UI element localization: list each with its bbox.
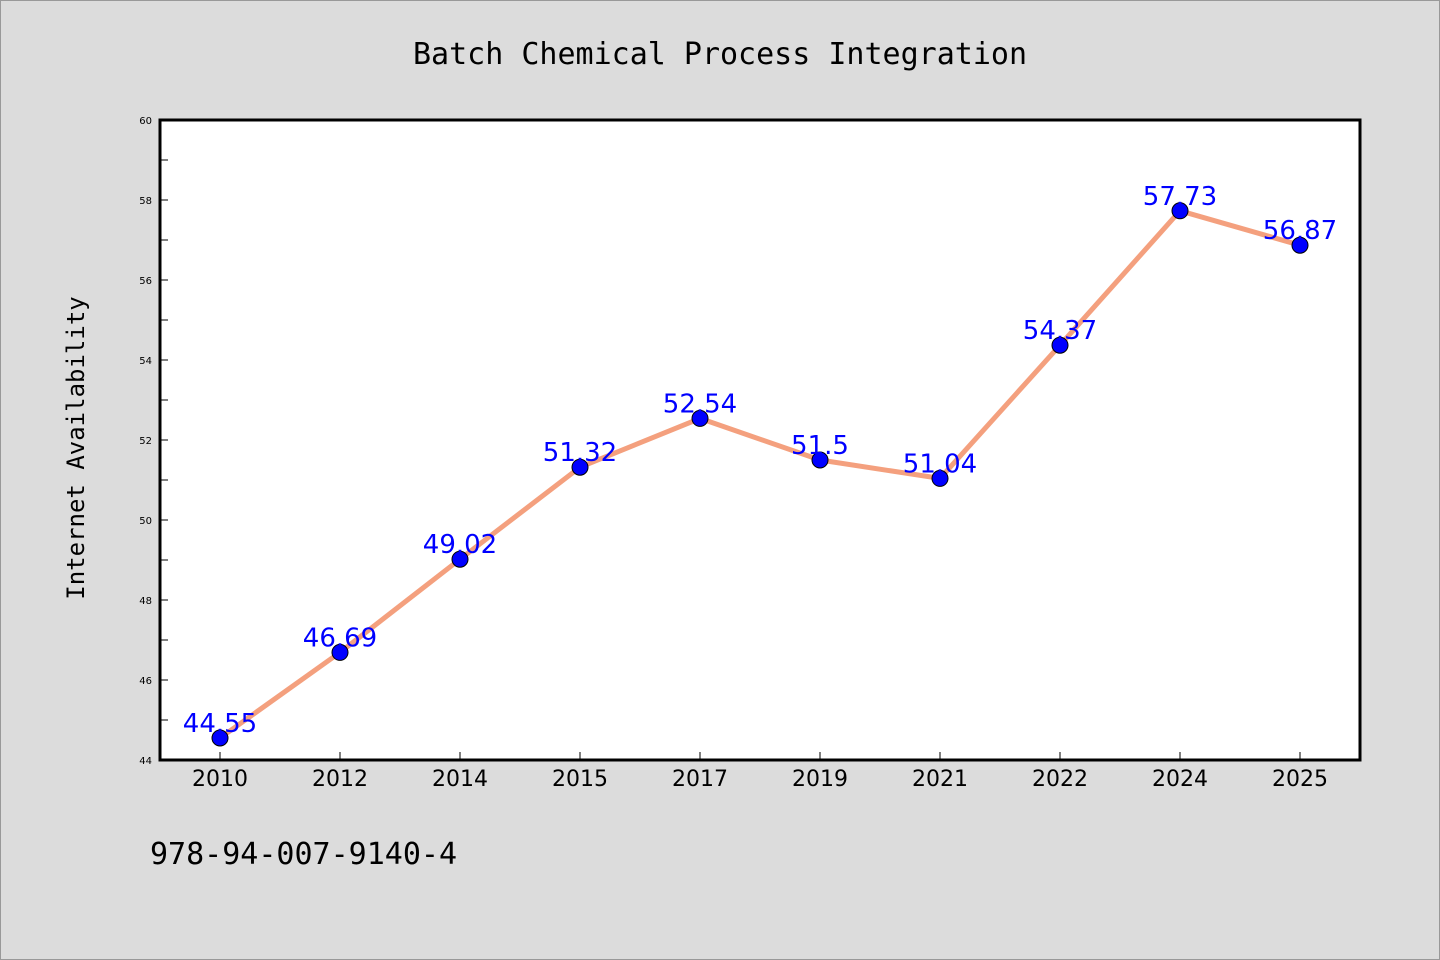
chart-title: Batch Chemical Process Integration	[413, 37, 1027, 72]
x-tick-label: 2010	[192, 767, 248, 792]
data-label: 51.32	[543, 438, 617, 468]
data-label: 51.5	[791, 431, 849, 461]
y-tick-label: 46	[139, 676, 152, 687]
x-tick-label: 2025	[1272, 767, 1328, 792]
data-point	[571, 458, 589, 476]
data-point	[691, 409, 709, 427]
data-point	[1291, 236, 1309, 254]
data-label: 56.87	[1263, 216, 1337, 246]
x-tick-label: 2024	[1152, 767, 1208, 792]
x-tick-label: 2019	[792, 767, 848, 792]
y-tick-label: 54	[139, 356, 152, 367]
data-label: 44.55	[183, 709, 257, 739]
x-tick-label: 2015	[552, 767, 608, 792]
y-tick-label: 56	[139, 276, 152, 287]
x-tick-label: 2021	[912, 767, 968, 792]
y-tick-label: 50	[139, 516, 152, 527]
data-label: 52.54	[663, 389, 737, 419]
series-line	[217, 208, 1303, 741]
x-tick-label: 2012	[312, 767, 368, 792]
data-label: 57.73	[1143, 182, 1217, 212]
y-tick-label: 44	[139, 756, 152, 767]
y-axis: 44 46 48 50 52 54 56 58 60	[139, 116, 168, 767]
series-group	[211, 202, 1309, 747]
y-tick-label: 48	[139, 596, 152, 607]
data-label: 46.69	[303, 623, 377, 653]
data-label: 51.04	[903, 449, 977, 479]
x-tick-label: 2014	[432, 767, 488, 792]
y-tick-label: 60	[139, 116, 152, 127]
data-point	[931, 469, 949, 487]
data-point	[1171, 202, 1189, 220]
footer-code: 978-94-007-9140-4	[150, 837, 457, 872]
data-label: 54.37	[1023, 316, 1097, 346]
data-point	[451, 550, 469, 568]
x-tick-label: 2017	[672, 767, 728, 792]
data-point	[211, 729, 229, 747]
x-axis: 2010 2012 2014 2015 2017 2019 2021 2022 2024 2025	[192, 752, 1328, 792]
y-tick-label: 58	[139, 196, 152, 207]
data-point	[331, 643, 349, 661]
y-axis-label: Internet Availability	[62, 296, 90, 599]
data-label: 49.02	[423, 530, 497, 560]
data-labels: 44.55 46.69 49.02 51.32 52.54 51.5 51.04 54.37 5…	[183, 182, 1337, 739]
y-tick-label: 52	[139, 436, 152, 447]
data-point	[811, 451, 829, 469]
x-tick-label: 2022	[1032, 767, 1088, 792]
data-point	[1051, 336, 1069, 354]
